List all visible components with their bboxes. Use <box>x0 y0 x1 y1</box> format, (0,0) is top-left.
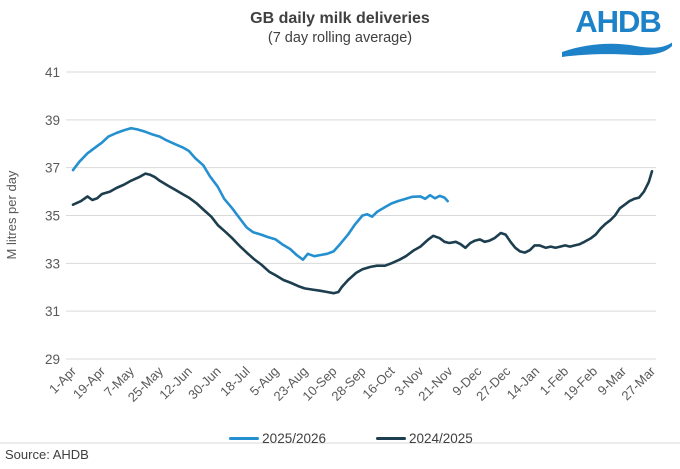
y-tick-label: 31 <box>45 304 60 319</box>
x-tick-label: 27-Mar <box>618 363 658 403</box>
legend-item-2025-2026: 2025/2026 <box>229 431 326 446</box>
source-note: Source: AHDB <box>5 447 89 462</box>
legend-label-2024-2025: 2024/2025 <box>409 431 473 446</box>
x-tick-label: 19-Apr <box>70 363 109 402</box>
chart-header: GB daily milk deliveries (7 day rolling … <box>120 9 560 48</box>
y-axis-title: M litres per day <box>4 170 19 259</box>
x-tick-label: 16-Oct <box>359 363 397 401</box>
legend-label-2025-2026: 2025/2026 <box>262 431 326 446</box>
y-tick-label: 41 <box>45 65 60 80</box>
y-tick-label: 39 <box>45 113 60 128</box>
x-tick-label: 30-Jun <box>185 364 224 403</box>
y-tick-label: 33 <box>45 256 60 271</box>
ahdb-logo: AHDB <box>562 6 674 57</box>
ahdb-logo-text: AHDB <box>575 4 662 39</box>
series-line-2024-2025 <box>71 170 654 295</box>
series-line-2025-2026 <box>71 126 450 262</box>
legend-item-2024-2025: 2024/2025 <box>376 431 473 446</box>
y-tick-label: 35 <box>45 209 60 224</box>
legend-swatch-2025-2026 <box>229 436 260 441</box>
x-tick-label: 18-Jul <box>217 363 253 399</box>
legend-swatch-2024-2025 <box>376 436 406 441</box>
chart-subtitle: (7 day rolling average) <box>267 30 413 46</box>
chart-legend: 2025/2026 2024/2025 <box>0 431 680 446</box>
chart-title: GB daily milk deliveries <box>250 10 430 27</box>
y-tick-label: 37 <box>45 161 60 176</box>
y-tick-label: 29 <box>45 352 60 367</box>
x-tick-label: 14-Jan <box>504 364 543 403</box>
ahdb-wave-icon <box>562 42 672 57</box>
